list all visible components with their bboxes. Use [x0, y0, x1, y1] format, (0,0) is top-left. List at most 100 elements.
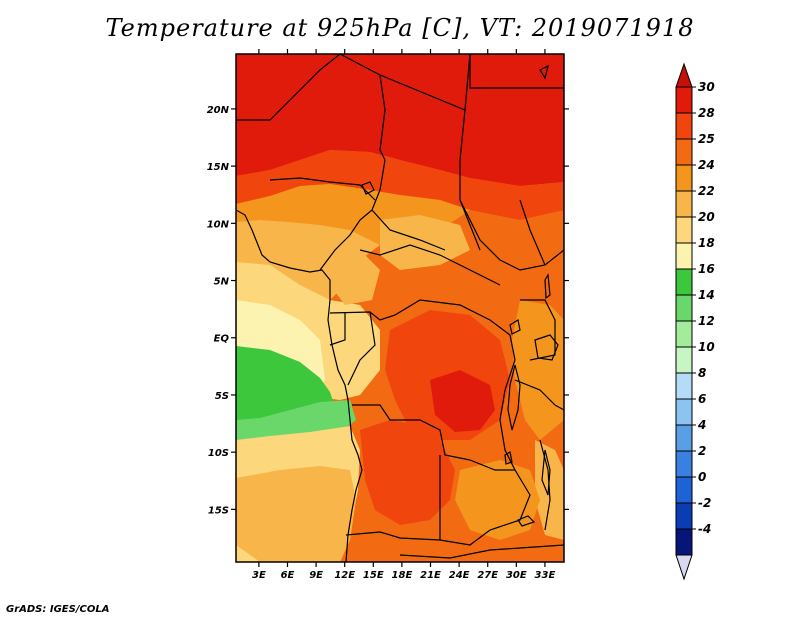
- colorbar-label: 14: [698, 288, 715, 302]
- border-drc-angola: [352, 404, 471, 461]
- colorbar-label: 8: [698, 366, 706, 380]
- lon-tick-label: 18E: [392, 570, 413, 581]
- colorbar-box: [675, 320, 693, 348]
- lake-nasser: [539, 64, 549, 80]
- colorbar-label: -4: [698, 522, 711, 536]
- border-ethiopia: [519, 199, 546, 266]
- border-chad-sudan: [371, 159, 446, 251]
- colorbar-label: 10: [698, 340, 715, 354]
- colorbar-label: 6: [698, 392, 706, 406]
- field-east-highland-24: [512, 300, 564, 440]
- colorbar-label: -2: [698, 496, 711, 510]
- colorbar-label: 20: [698, 210, 715, 224]
- border-nigeria-cameroon: [319, 209, 373, 271]
- border-cameroon-south: [329, 311, 396, 321]
- lake-malawi: [541, 449, 551, 496]
- colorbar-label: 30: [698, 80, 715, 94]
- lake-turkana: [544, 273, 551, 300]
- colorbar-box: [675, 346, 693, 374]
- lake-kariba: [517, 515, 536, 527]
- colorbar-box: [675, 398, 693, 426]
- lon-tick-label: 21E: [420, 570, 441, 581]
- lon-tick-label: 15E: [363, 570, 384, 581]
- colorbar-box: [675, 450, 693, 478]
- colorbar-label: 0: [698, 470, 706, 484]
- colorbar-box: [675, 528, 693, 556]
- lon-tick-label: 33E: [535, 570, 556, 581]
- border-sahara-4: [459, 109, 481, 251]
- colorbar-label: 12: [698, 314, 715, 328]
- border-drc-north: [394, 299, 511, 336]
- colorbar-label: 18: [698, 236, 715, 250]
- border-tanzania: [514, 379, 564, 411]
- lake-tanganyika: [507, 364, 521, 431]
- colorbar-box: [675, 268, 693, 296]
- lon-tick-label: 9E: [309, 570, 323, 581]
- colorbar-label: 28: [698, 106, 715, 120]
- colorbar-box: [675, 190, 693, 218]
- border-car: [359, 244, 501, 286]
- colorbar-box: [675, 138, 693, 166]
- latitude-axis: 20N 15N 10N 5N EQ 5S 10S 15S: [207, 105, 569, 516]
- colorbar-box: [675, 216, 693, 244]
- lake-victoria: [534, 334, 559, 361]
- field-south-atl-22: [236, 466, 356, 562]
- lon-tick-label: 24E: [449, 570, 470, 581]
- colorbar-label: 24: [698, 158, 715, 172]
- lon-tick-label: 27E: [477, 570, 498, 581]
- colorbar-label: 4: [697, 418, 706, 432]
- field-west-22: [236, 220, 380, 310]
- coastline-west: [236, 209, 363, 562]
- plot-title: Temperature at 925hPa [C], VT: 201907191…: [105, 14, 695, 42]
- political-borders: [236, 54, 564, 562]
- longitude-axis: 3E 6E 9E 12E 15E 18E 21E 24E 27E 30E 33E: [252, 49, 555, 581]
- colorbar-box: [675, 424, 693, 452]
- field-cameroon-22: [330, 250, 380, 305]
- border-sahara-1: [236, 54, 341, 121]
- lake-chad: [361, 181, 375, 195]
- lon-tick-label: 12E: [334, 570, 355, 581]
- colorbar-box: [675, 372, 693, 400]
- grads-credit: GrADS: IGES/COLA: [6, 604, 110, 615]
- border-niger-nigeria: [269, 177, 376, 201]
- lon-tick-label: 30E: [506, 570, 527, 581]
- border-sahara-2: [339, 54, 386, 161]
- colorbar-label: 22: [698, 184, 715, 198]
- colorbar-top-triangle: [675, 62, 693, 88]
- map-frame: [235, 53, 565, 563]
- border-zambia: [439, 459, 531, 546]
- border-angola-south: [345, 531, 441, 541]
- border-congo: [347, 311, 376, 386]
- border-south: [399, 544, 564, 559]
- field-sahel-28: [236, 150, 564, 220]
- border-gabon: [329, 312, 346, 346]
- lake-albert: [509, 319, 521, 335]
- colorbar-box: [675, 476, 693, 504]
- colorbar-box: [675, 112, 693, 140]
- lat-tick-label: 10N: [207, 219, 230, 230]
- lat-tick-label: 5S: [215, 391, 229, 402]
- colorbar-label: 2: [698, 444, 706, 458]
- colorbar-box: [675, 294, 693, 322]
- colorbar-label: 16: [698, 262, 715, 276]
- field-angola-28: [360, 420, 455, 525]
- field-north-hot: [236, 54, 564, 186]
- colorbar-box: [675, 164, 693, 192]
- border-south-sudan: [459, 199, 564, 271]
- lat-tick-label: 15N: [207, 162, 230, 173]
- temperature-field: [236, 54, 564, 562]
- border-uganda-kenya: [520, 299, 556, 361]
- lat-tick-label: 5N: [214, 277, 230, 288]
- colorbar-box: [675, 86, 693, 114]
- colorbar-bottom-triangle: [675, 554, 693, 581]
- lon-tick-label: 3E: [252, 570, 266, 581]
- lat-tick-label: 20N: [207, 105, 230, 116]
- lat-tick-label: 15S: [208, 505, 229, 516]
- field-congo-30: [430, 370, 495, 432]
- border-egypt: [469, 54, 564, 89]
- lon-tick-label: 6E: [281, 570, 295, 581]
- colorbar-label: 25: [698, 132, 715, 146]
- lat-tick-label: 10S: [208, 448, 229, 459]
